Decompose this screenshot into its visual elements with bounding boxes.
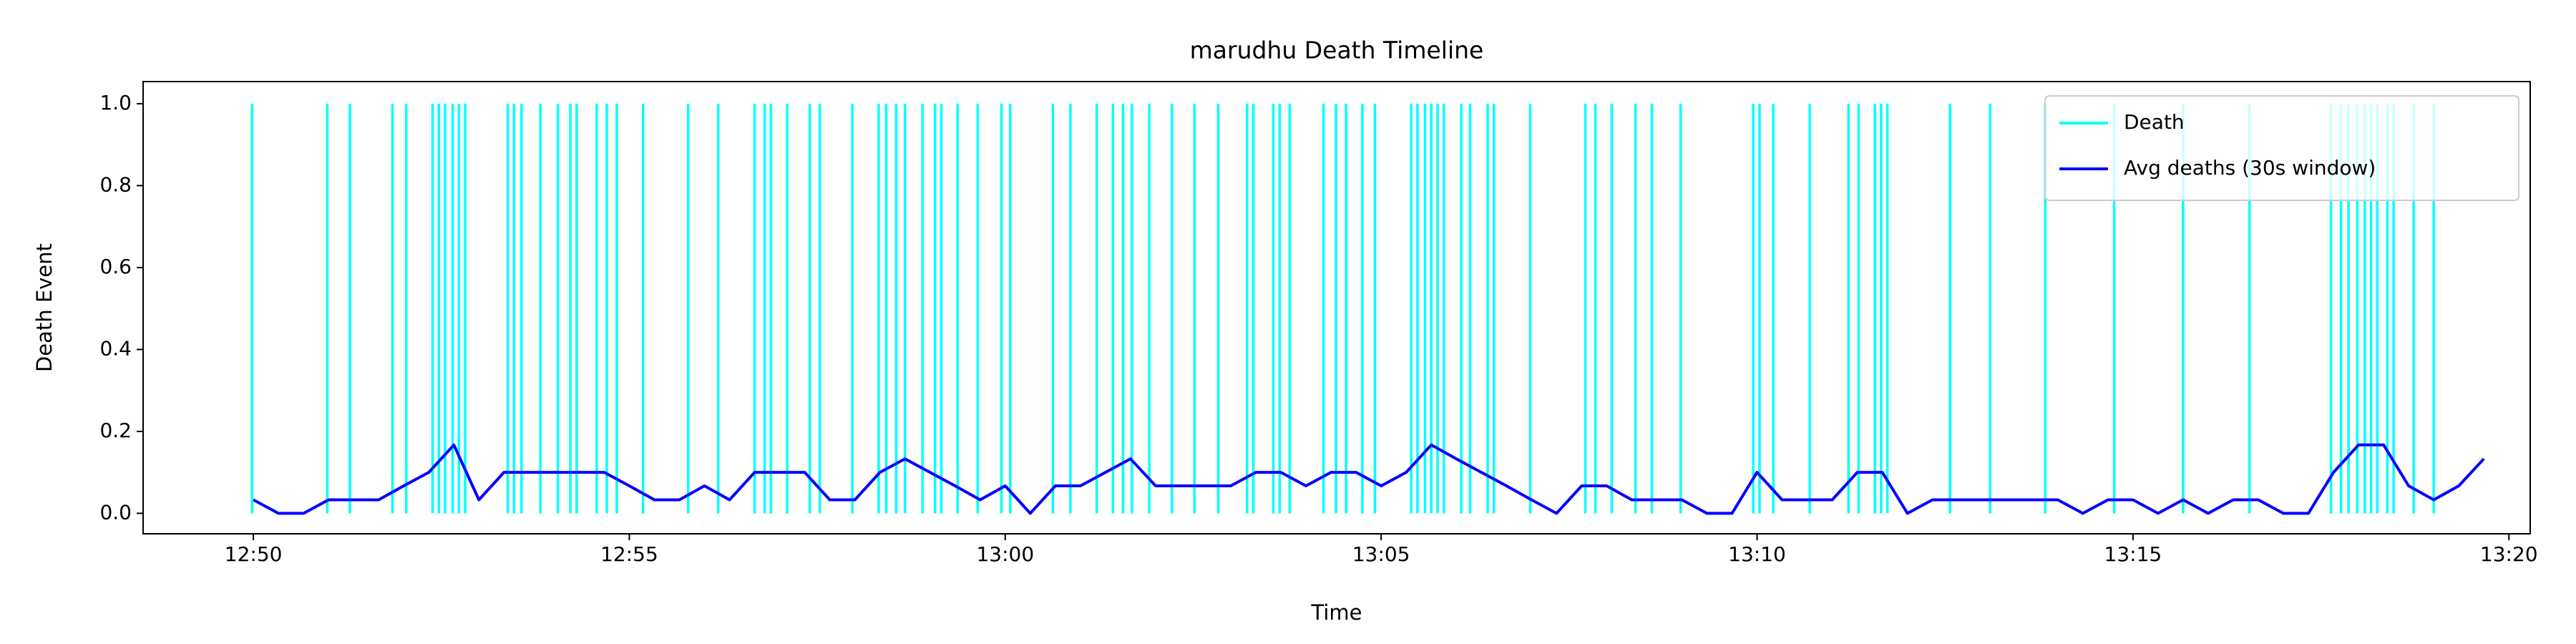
legend-label: Death <box>2124 110 2185 134</box>
y-tick-label: 0.4 <box>99 336 132 360</box>
x-tick-label: 12:50 <box>225 542 283 566</box>
x-tick-label: 12:55 <box>600 542 658 566</box>
y-tick-label: 0.8 <box>99 172 132 196</box>
legend-label: Avg deaths (30s window) <box>2124 156 2376 180</box>
x-tick-label: 13:20 <box>2480 542 2538 566</box>
x-tick-label: 13:05 <box>1352 542 1410 566</box>
legend-box <box>2044 95 2519 201</box>
plot-frame <box>142 81 2531 535</box>
x-axis-label: Time <box>1311 600 1362 625</box>
avg-line <box>253 443 2485 515</box>
x-tick-label: 13:10 <box>1728 542 1786 566</box>
y-axis-label: Death Event <box>32 243 57 372</box>
y-tick-label: 0.2 <box>99 419 132 442</box>
y-tick-label: 0.0 <box>99 500 132 524</box>
y-tick-label: 1.0 <box>99 91 132 114</box>
x-tick-label: 13:15 <box>2104 542 2162 566</box>
legend: Death Avg deaths (30s window) <box>2044 95 2519 201</box>
y-tick-label: 0.6 <box>99 255 132 278</box>
x-tick-label: 13:00 <box>976 542 1034 566</box>
chart-title: marudhu Death Timeline <box>1190 36 1484 64</box>
